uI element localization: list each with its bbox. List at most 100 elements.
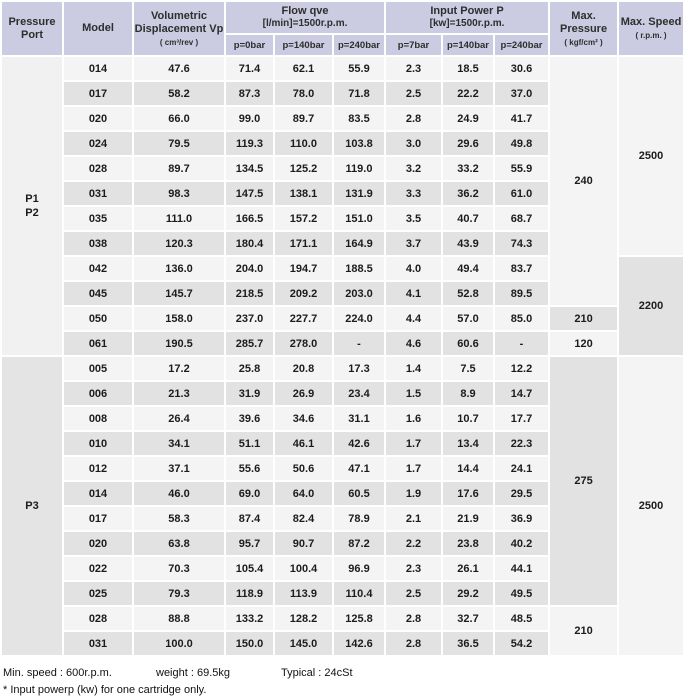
flow-240bar-cell: 203.0 [334,282,384,305]
model-cell: 014 [64,482,132,505]
flow-0bar-cell: 180.4 [226,232,273,255]
table-row: P1 P2 014 47.6 71.4 62.1 55.9 2.3 18.5 30.6 240 250… [2,57,684,355]
power-140bar-cell: 10.7 [443,407,493,430]
model-cell: 022 [64,557,132,580]
flow-240bar-cell: 103.8 [334,132,384,155]
model-cell: 035 [64,207,132,230]
col-header-volumetric-displacement: Volumetric Displacement Vp ( cm³/rev ) [134,2,224,55]
col-header-max-pressure: Max. Pressure ( kgf/cm² ) [550,2,618,55]
flow-240bar-cell: 96.9 [334,557,384,580]
model-cell: 017 [64,82,132,105]
flow-0bar-cell: 118.9 [226,582,273,605]
flow-240bar-cell: 110.4 [334,582,384,605]
power-140bar-cell: 60.6 [443,332,493,355]
vp-cell: 136.0 [134,257,224,280]
flow-140bar-cell: 128.2 [275,607,332,630]
power-140bar-cell: 14.4 [443,457,493,480]
table-row: 035 111.0 166.5 157.2 151.0 3.5 40.7 68.7 [2,207,683,230]
flow-140bar-cell: 138.1 [275,182,332,205]
power-7bar-cell: 3.7 [386,232,441,255]
vp-cell: 100.0 [134,632,224,655]
power-7bar-cell: 2.8 [386,632,441,655]
flow-140bar-cell: 46.1 [275,432,332,455]
max-pressure-cell: 275 [550,357,618,605]
footnote-line-1: Min. speed : 600r.p.m. weight : 69.5kg T… [3,665,685,682]
subcol-flow-0bar: p=0bar [226,35,273,55]
vp-cell: 79.3 [134,582,224,605]
power-240bar-cell: 68.7 [495,207,549,230]
power-240bar-cell: 30.6 [495,57,549,80]
flow-240bar-cell: 188.5 [334,257,384,280]
power-240bar-cell: 14.7 [495,382,549,405]
volumetric-label: Volumetric Displacement Vp [134,9,224,35]
vp-cell: 47.6 [134,57,224,80]
power-7bar-cell: 3.3 [386,182,441,205]
flow-140bar-cell: 110.0 [275,132,332,155]
power-7bar-cell: 1.4 [386,357,441,380]
flow-0bar-cell: 119.3 [226,132,273,155]
flow-240bar-cell: 83.5 [334,107,384,130]
max-speed-unit: ( r.p.m. ) [635,31,667,41]
power-140bar-cell: 22.2 [443,82,493,105]
flow-condition: [l/min]=1500r.p.m. [262,17,348,29]
table-row: 010 34.1 51.1 46.1 42.6 1.7 13.4 22.3 [2,432,683,455]
power-7bar-cell: 3.2 [386,157,441,180]
model-cell: 028 [64,157,132,180]
power-240bar-cell: 89.5 [495,282,549,305]
power-240bar-cell: - [495,332,549,355]
flow-140bar-cell: 100.4 [275,557,332,580]
table-row: 024 79.5 119.3 110.0 103.8 3.0 29.6 49.8 [2,132,683,155]
flow-0bar-cell: 25.8 [226,357,273,380]
model-cell: 020 [64,532,132,555]
power-140bar-cell: 29.2 [443,582,493,605]
power-140bar-cell: 36.5 [443,632,493,655]
power-7bar-cell: 2.5 [386,82,441,105]
table-row: 042 136.0 204.0 194.7 188.5 4.0 49.4 83.7 2200 [2,257,684,355]
flow-240bar-cell: 151.0 [334,207,384,230]
power-240bar-cell: 49.8 [495,132,549,155]
input-power-footnote: * Input powerp (kw) for one cartridge on… [3,684,207,697]
power-240bar-cell: 74.3 [495,232,549,255]
power-240bar-cell: 41.7 [495,107,549,130]
flow-140bar-cell: 157.2 [275,207,332,230]
power-240bar-cell: 49.5 [495,582,549,605]
flow-140bar-cell: 113.9 [275,582,332,605]
table-row: 031 100.0 150.0 145.0 142.6 2.8 36.5 54.2 [2,632,683,655]
power-140bar-cell: 26.1 [443,557,493,580]
table-row: 020 63.8 95.7 90.7 87.2 2.2 23.8 40.2 [2,532,683,555]
power-140bar-cell: 57.0 [443,307,493,330]
model-cell: 038 [64,232,132,255]
power-140bar-cell: 43.9 [443,232,493,255]
flow-140bar-cell: 34.6 [275,407,332,430]
model-cell: 031 [64,632,132,655]
power-240bar-cell: 37.0 [495,82,549,105]
table-row: 025 79.3 118.9 113.9 110.4 2.5 29.2 49.5 [2,582,683,605]
model-cell: 061 [64,332,132,355]
flow-0bar-cell: 285.7 [226,332,273,355]
model-label: Model [82,22,114,35]
flow-140bar-cell: 62.1 [275,57,332,80]
max-pressure-cell: 210 [550,307,618,330]
flow-240bar-cell: 131.9 [334,182,384,205]
power-140bar-cell: 7.5 [443,357,493,380]
vp-cell: 26.4 [134,407,224,430]
power-240bar-cell: 44.1 [495,557,549,580]
flow-140bar-cell: 78.0 [275,82,332,105]
flow-240bar-cell: 23.4 [334,382,384,405]
power-7bar-cell: 2.3 [386,557,441,580]
flow-240bar-cell: 17.3 [334,357,384,380]
power-240bar-cell: 83.7 [495,257,549,280]
flow-140bar-cell: 89.7 [275,107,332,130]
flow-140bar-cell: 171.1 [275,232,332,255]
flow-0bar-cell: 87.4 [226,507,273,530]
weight-note: weight : 69.5kg [156,667,230,679]
table-row: 031 98.3 147.5 138.1 131.9 3.3 36.2 61.0 [2,182,683,205]
subcol-power-140bar: p=140bar [443,35,493,55]
flow-0bar-cell: 134.5 [226,157,273,180]
power-7bar-cell: 2.5 [386,582,441,605]
max-pressure-cell: 210 [550,607,618,655]
vp-cell: 79.5 [134,132,224,155]
flow-240bar-cell: 55.9 [334,57,384,80]
flow-0bar-cell: 237.0 [226,307,273,330]
model-cell: 028 [64,607,132,630]
